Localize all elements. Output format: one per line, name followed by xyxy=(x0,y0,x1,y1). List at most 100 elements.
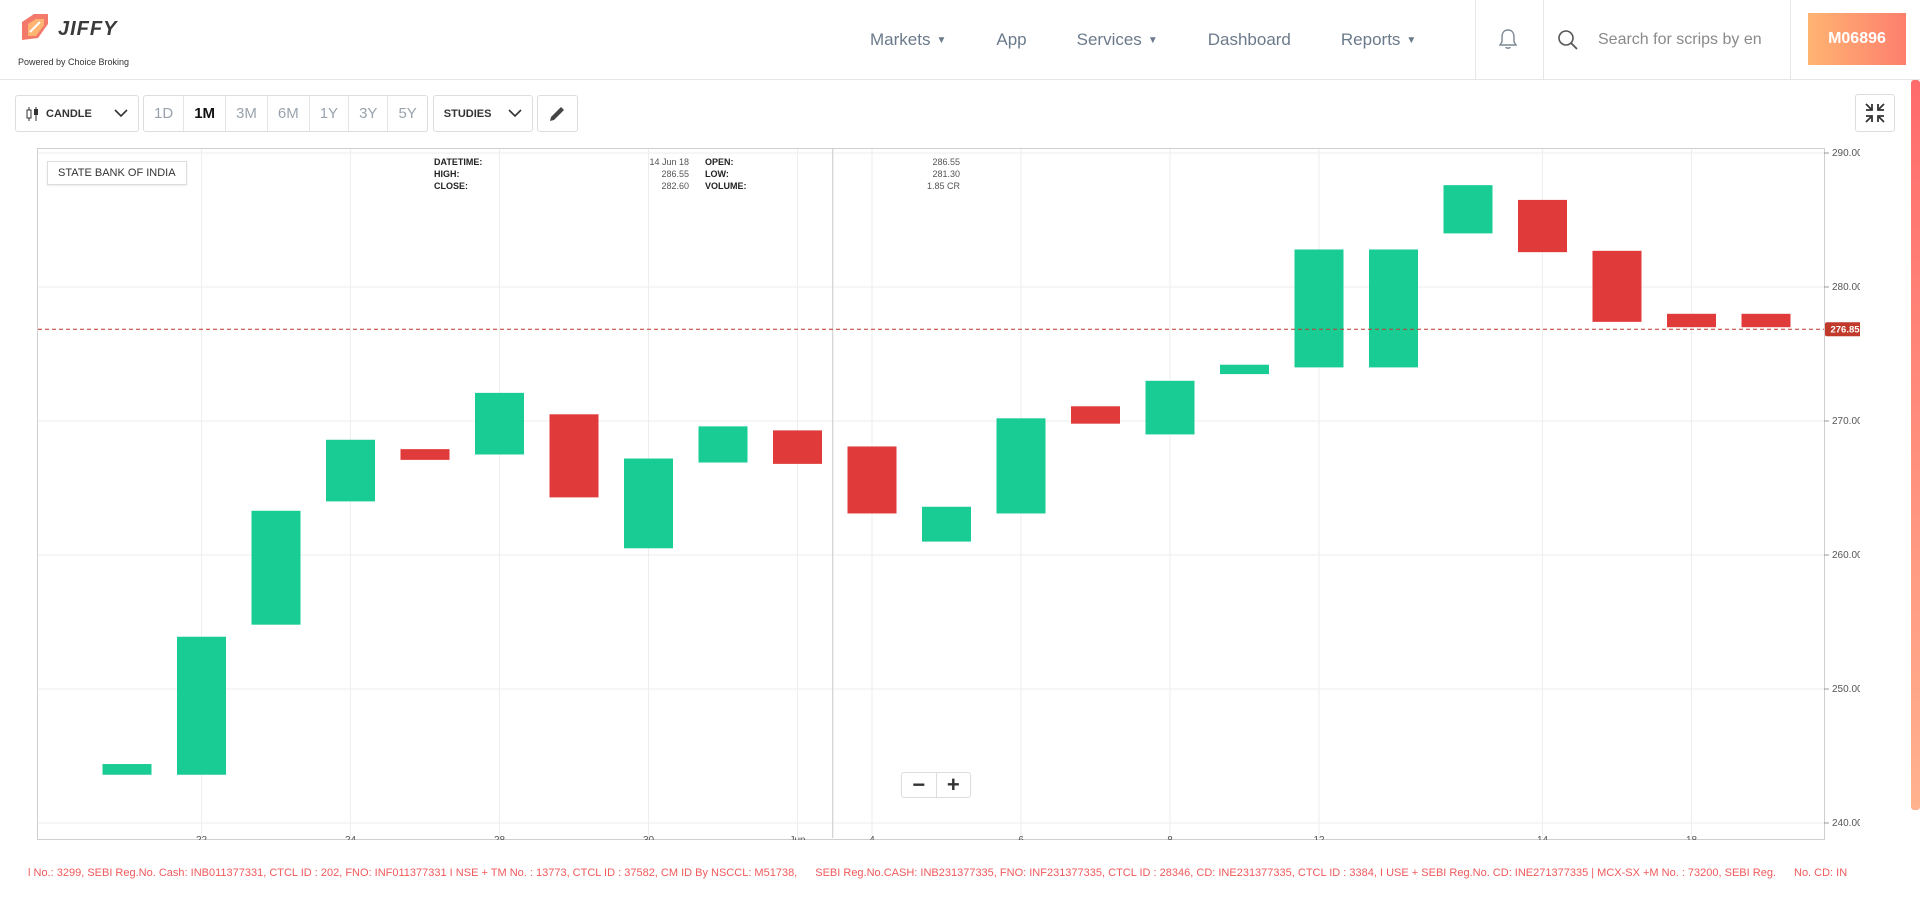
candle-down xyxy=(1741,313,1791,328)
zoom-out-button[interactable]: − xyxy=(902,773,937,797)
y-tick-label: 260.00 xyxy=(1832,550,1860,561)
candle-icon xyxy=(26,106,38,121)
candle-up xyxy=(251,510,301,625)
nav-markets-label: Markets xyxy=(870,30,931,49)
collapse-icon xyxy=(1865,103,1885,123)
y-tick-label: 280.00 xyxy=(1832,282,1860,293)
logo-mark-icon xyxy=(22,14,48,40)
exit-fullscreen-button[interactable] xyxy=(1855,94,1895,132)
volume-value: 1.85 CR xyxy=(926,181,960,191)
candle-up xyxy=(698,426,748,463)
zoom-in-button[interactable]: + xyxy=(946,772,960,797)
studies-label: STUDIES xyxy=(443,107,492,120)
pencil-icon xyxy=(550,106,565,121)
header-divider xyxy=(1543,0,1544,80)
scrip-search-input[interactable] xyxy=(1598,26,1778,54)
last-price-label: 276.85 xyxy=(1830,325,1860,336)
candle-down xyxy=(549,414,599,498)
nav-markets[interactable]: Markets ▼ xyxy=(870,30,946,50)
main-nav: Markets ▼ App Services ▼ Dashboard Reports… xyxy=(870,0,1466,80)
nav-app-label: App xyxy=(996,30,1027,49)
high-label: HIGH: xyxy=(434,169,460,179)
period-3m[interactable]: 3M xyxy=(226,96,268,131)
y-tick-label: 290.00 xyxy=(1832,148,1860,159)
x-tick-label: 14 xyxy=(1537,835,1549,840)
candle-up xyxy=(326,439,375,502)
search-icon[interactable] xyxy=(1557,29,1579,51)
candle-up xyxy=(922,506,971,542)
zoom-controls: − + xyxy=(901,772,971,798)
x-tick-label: 30 xyxy=(643,835,655,840)
bell-icon[interactable] xyxy=(1498,28,1518,50)
symbol-label: STATE BANK OF INDIA xyxy=(47,161,187,185)
candle-down xyxy=(847,446,897,514)
low-value: 281.30 xyxy=(932,169,960,179)
nav-app[interactable]: App xyxy=(996,30,1026,50)
period-selector: 1D 1M 3M 6M 1Y 3Y 5Y xyxy=(143,95,428,132)
caret-down-icon: ▼ xyxy=(1147,34,1158,46)
x-tick-label: 12 xyxy=(1313,835,1325,840)
ticker-text-3: No. CD: IN xyxy=(1794,867,1848,879)
x-tick-label: 8 xyxy=(1167,835,1173,840)
caret-down-icon: ▼ xyxy=(1406,34,1417,46)
open-label: OPEN: xyxy=(705,157,734,167)
period-3y[interactable]: 3Y xyxy=(349,96,389,131)
close-label: CLOSE: xyxy=(434,181,469,191)
period-5y[interactable]: 5Y xyxy=(398,105,417,122)
studies-select[interactable]: STUDIES xyxy=(432,95,533,132)
plot-border xyxy=(37,148,1825,840)
nav-dashboard[interactable]: Dashboard xyxy=(1208,30,1291,50)
chevron-down-icon xyxy=(508,109,522,118)
y-tick-label: 250.00 xyxy=(1832,684,1860,695)
period-1m[interactable]: 1M xyxy=(184,96,227,131)
candle-down xyxy=(1667,313,1716,328)
candle-down xyxy=(400,449,450,460)
x-tick-label: 6 xyxy=(1018,835,1024,840)
candle-up xyxy=(1369,249,1418,368)
candle-up xyxy=(624,458,673,549)
jiffy-logo[interactable]: JIFFY Powered by Choice Broking xyxy=(18,10,130,70)
chart-toolbar: CANDLE 1D 1M 3M 6M 1Y 3Y 5Y STUDIES xyxy=(15,95,578,132)
candle-up xyxy=(1145,380,1195,435)
chart-type-label-wrap: CANDLE xyxy=(26,106,92,122)
candle-down xyxy=(773,430,822,464)
chevron-down-icon xyxy=(114,109,128,118)
chart-type-select[interactable]: CANDLE xyxy=(15,95,139,132)
y-tick-label: 270.00 xyxy=(1832,416,1860,427)
header-divider xyxy=(1790,0,1791,80)
ticker-text-1: l No.: 3299, SEBI Reg.No. Cash: INB01137… xyxy=(28,867,798,879)
price-chart[interactable]: 290.00 280.00 270.00 260.00 250.00 240.00 22 24… xyxy=(37,148,1860,840)
x-tick-label: 4 xyxy=(869,835,875,840)
draw-tool-button[interactable] xyxy=(536,95,578,132)
top-header: JIFFY Powered by Choice Broking Markets ▼… xyxy=(0,0,1920,80)
header-divider xyxy=(1475,0,1476,80)
x-tick-label: 24 xyxy=(345,835,357,840)
datetime-label: DATETIME: xyxy=(434,157,483,167)
candle-down xyxy=(1592,250,1642,322)
period-1y[interactable]: 1Y xyxy=(310,96,350,131)
candle-up xyxy=(996,418,1046,514)
candle-down xyxy=(1071,406,1120,424)
brand-subtitle: Powered by Choice Broking xyxy=(18,57,130,67)
candle-chart-svg[interactable]: 290.00 280.00 270.00 260.00 250.00 240.00 22 24… xyxy=(37,148,1860,840)
ohlc-left: DATETIME: 14 Jun 18 HIGH: 286.55 CLOSE: 282… xyxy=(434,156,689,192)
caret-down-icon: ▼ xyxy=(936,34,947,46)
user-account-button[interactable]: M06896 xyxy=(1808,13,1906,65)
nav-services[interactable]: Services ▼ xyxy=(1077,30,1158,50)
scroll-indicator[interactable] xyxy=(1911,80,1920,810)
candle-up xyxy=(1294,249,1344,368)
datetime-value: 14 Jun 18 xyxy=(649,157,689,167)
period-1d[interactable]: 1D xyxy=(144,96,185,131)
candle-up xyxy=(475,392,524,455)
x-tick-label: Jun xyxy=(789,835,805,840)
ohlc-right: OPEN: 286.55 LOW: 281.30 VOLUME: 1.85 CR xyxy=(705,156,960,192)
nav-reports[interactable]: Reports ▼ xyxy=(1341,30,1416,50)
period-6m[interactable]: 6M xyxy=(268,96,310,131)
candle-down xyxy=(1518,199,1567,253)
y-tick-label: 240.00 xyxy=(1832,818,1860,829)
candle-up xyxy=(177,636,226,775)
nav-services-label: Services xyxy=(1076,30,1142,49)
nav-reports-label: Reports xyxy=(1340,30,1401,49)
volume-label: VOLUME: xyxy=(705,181,747,191)
candle-up xyxy=(102,764,152,775)
